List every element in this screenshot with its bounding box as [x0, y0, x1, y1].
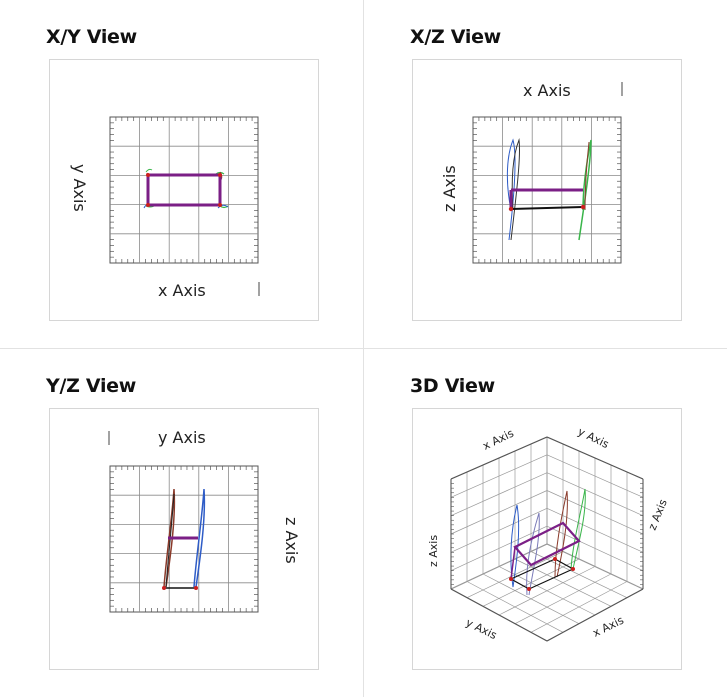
grid-border — [109, 116, 259, 264]
xz-x-axis-label: x Axis — [523, 81, 571, 100]
3d-y-axis-label-bottom: y Axis — [464, 616, 499, 642]
xz-view-panel[interactable]: x Axis z Axis — [412, 59, 682, 321]
3d-y-axis-label-top: y Axis — [576, 425, 611, 451]
horizontal-divider — [0, 348, 727, 349]
yz-view-panel[interactable]: y Axis z Axis — [49, 408, 319, 670]
cube-edge — [450, 588, 548, 642]
yz-view-quadrant: Y/Z View y Axis z Axis — [0, 349, 362, 697]
xz-view-title: X/Z View — [410, 26, 501, 48]
cube-grid-line — [546, 525, 644, 571]
xy-y-axis-label: y Axis — [70, 164, 89, 212]
yz-z-axis-label: z Axis — [282, 517, 301, 564]
xz-structure — [506, 138, 592, 241]
3d-z-axis-label-right: z Axis — [646, 497, 670, 532]
3d-view-quadrant: 3D View x Axis y Axis z Axi — [364, 349, 726, 697]
3d-view-panel[interactable]: x Axis y Axis z Axis z Axis y Axis x Axi… — [412, 408, 682, 670]
3d-cube-grid — [450, 436, 644, 642]
cube-edge — [546, 588, 644, 642]
xy-view-quadrant: X/Y View x Axis y Axis — [0, 0, 362, 348]
xy-grid — [109, 116, 259, 264]
xy-x-axis-label: x Axis — [158, 281, 206, 300]
cube-edge — [546, 436, 644, 480]
cube-grid-line — [530, 581, 628, 633]
cube-edge — [450, 436, 548, 480]
xy-view-panel[interactable]: x Axis y Axis — [49, 59, 319, 321]
xz-grid — [472, 116, 622, 264]
yz-structure — [162, 488, 206, 590]
3d-x-axis-label-bottom: x Axis — [591, 614, 626, 640]
yz-view-canvas[interactable]: y Axis z Axis — [50, 409, 318, 669]
3d-view-title: 3D View — [410, 375, 495, 397]
yz-y-axis-label: y Axis — [158, 428, 206, 447]
3d-x-axis-label-top: x Axis — [481, 427, 516, 453]
xz-view-canvas[interactable]: x Axis z Axis — [413, 60, 681, 320]
grid-border — [109, 465, 259, 613]
xz-z-axis-label: z Axis — [440, 165, 459, 212]
cube-grid-line — [450, 525, 548, 571]
3d-view-canvas[interactable]: x Axis y Axis z Axis z Axis y Axis x Axi… — [413, 409, 681, 669]
3d-structure — [509, 488, 586, 596]
cube-grid-line — [546, 543, 644, 590]
cube-grid-line — [514, 573, 612, 624]
xy-view-canvas[interactable]: x Axis y Axis — [50, 60, 318, 320]
yz-view-title: Y/Z View — [46, 375, 137, 397]
xy-structure — [143, 168, 229, 209]
3d-z-axis-label-left: z Axis — [427, 535, 440, 567]
xy-view-title: X/Y View — [46, 26, 137, 48]
xz-view-quadrant: X/Z View x Axis z Axis — [364, 0, 726, 348]
grid-border — [472, 116, 622, 264]
